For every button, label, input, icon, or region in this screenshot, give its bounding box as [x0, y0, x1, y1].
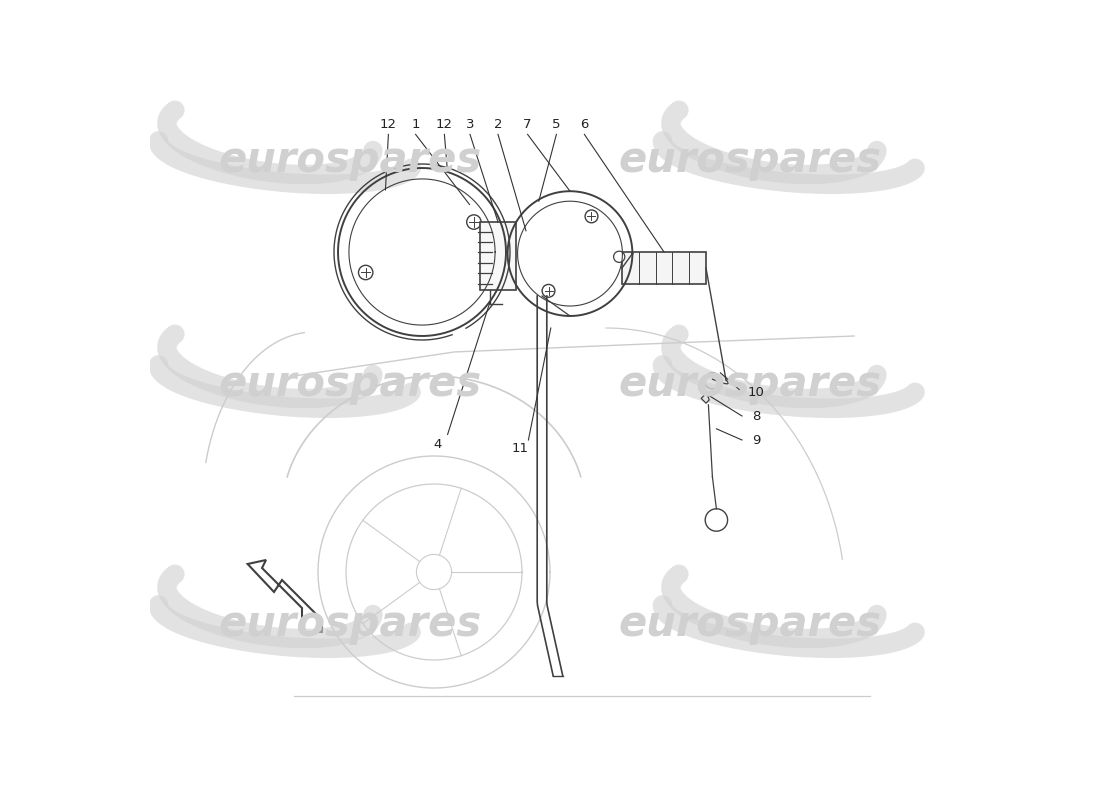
Bar [621, 252, 706, 284]
Text: eurospares: eurospares [618, 363, 881, 405]
Circle shape [542, 285, 554, 298]
Text: eurospares: eurospares [618, 139, 881, 181]
Circle shape [466, 215, 481, 230]
Polygon shape [248, 560, 322, 632]
Text: 3: 3 [465, 118, 474, 130]
Text: 12: 12 [436, 118, 453, 130]
Circle shape [359, 266, 373, 280]
Text: eurospares: eurospares [219, 139, 482, 181]
Text: 10: 10 [748, 386, 764, 398]
Text: 9: 9 [752, 434, 760, 446]
Text: 1: 1 [411, 118, 420, 130]
Text: 12: 12 [379, 118, 397, 130]
Text: eurospares: eurospares [219, 603, 482, 645]
Text: eurospares: eurospares [618, 603, 881, 645]
Text: 7: 7 [524, 118, 531, 130]
Circle shape [585, 210, 598, 222]
Text: eurospares: eurospares [219, 363, 482, 405]
Text: 2: 2 [494, 118, 503, 130]
Bar [480, 222, 516, 290]
Circle shape [614, 251, 625, 262]
Text: 6: 6 [580, 118, 588, 130]
Text: 4: 4 [433, 438, 442, 450]
Text: 5: 5 [552, 118, 561, 130]
Text: 8: 8 [752, 410, 760, 422]
Text: 11: 11 [512, 442, 529, 454]
